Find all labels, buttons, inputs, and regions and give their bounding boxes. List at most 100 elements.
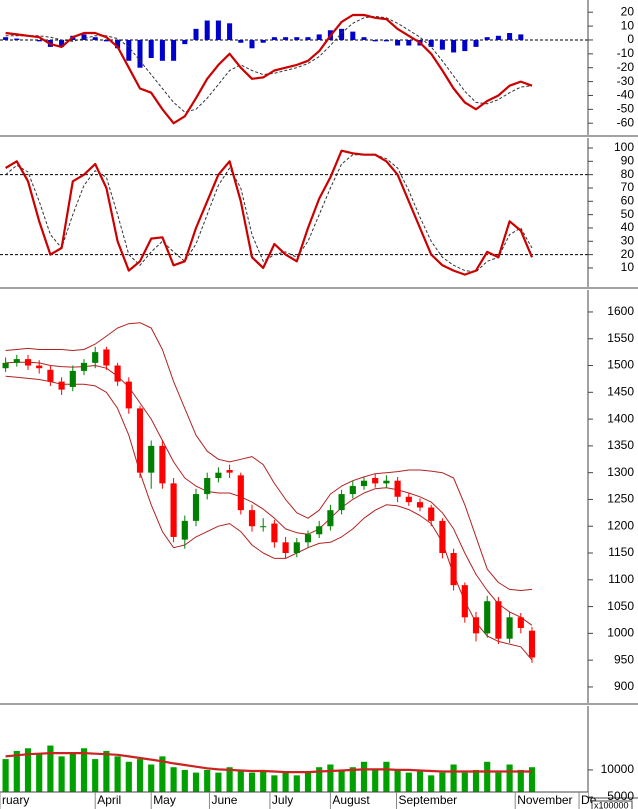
candle-body	[248, 510, 256, 527]
candle-body	[383, 480, 390, 484]
bar	[461, 772, 468, 797]
bar	[192, 772, 200, 797]
candle-body	[472, 617, 480, 634]
bar	[249, 39, 255, 49]
bar	[14, 38, 20, 40]
x-tick-label: ruary	[2, 793, 29, 807]
y-tick-label: 5000	[607, 789, 634, 803]
bar	[59, 39, 65, 47]
bar	[260, 39, 266, 43]
y-tick-label: 950	[614, 652, 634, 666]
bar	[294, 37, 300, 40]
bar	[416, 769, 424, 797]
bar	[148, 39, 154, 58]
bar	[193, 28, 199, 40]
bar	[361, 37, 367, 40]
bar	[305, 37, 311, 40]
bar	[115, 39, 121, 49]
candle-body	[428, 507, 435, 521]
bar	[159, 756, 166, 797]
bar	[36, 753, 43, 797]
bar	[350, 31, 356, 40]
candle-body	[125, 381, 132, 409]
candle-body	[24, 359, 32, 366]
bar	[394, 769, 401, 797]
line	[5, 752, 532, 774]
y-tick-label: 0	[627, 32, 634, 46]
bar	[3, 37, 9, 40]
bar	[69, 753, 76, 797]
bar	[439, 39, 445, 50]
candle-body	[327, 510, 334, 527]
y-tick-label: 50	[621, 207, 635, 221]
candle-body	[293, 542, 300, 554]
y-tick-label: 80	[621, 167, 635, 181]
bar	[338, 769, 345, 797]
candle-body	[282, 542, 289, 554]
y-tick-label: 1450	[607, 384, 634, 398]
candle-body	[271, 523, 278, 543]
bar	[80, 748, 88, 797]
bar	[2, 759, 9, 797]
bar	[473, 39, 479, 47]
bar	[383, 761, 390, 797]
bar	[528, 767, 536, 797]
y-tick-label: 20	[621, 4, 635, 18]
candle-body	[192, 494, 200, 521]
bar	[182, 39, 188, 45]
bar	[92, 37, 98, 40]
candle-body	[13, 359, 20, 363]
bar	[136, 759, 144, 797]
bar	[125, 761, 132, 797]
candle-body	[159, 445, 166, 484]
candle-body	[237, 475, 244, 511]
y-tick-label: 1100	[608, 572, 634, 586]
bar	[13, 750, 20, 797]
bar	[327, 764, 334, 797]
bar	[103, 39, 109, 42]
candle-body	[226, 469, 233, 473]
bar	[339, 28, 345, 40]
bar	[137, 39, 143, 68]
candle-body	[416, 502, 424, 508]
bar	[484, 761, 491, 797]
x-tick-label: September	[398, 793, 457, 807]
y-tick-label: 1500	[607, 358, 634, 372]
y-tick-label: 20	[621, 247, 635, 261]
y-tick-label: 1200	[607, 518, 634, 532]
bar	[406, 39, 412, 46]
bar	[462, 39, 468, 52]
candle-body	[260, 526, 267, 528]
bar	[428, 39, 434, 47]
candle-body	[495, 601, 502, 639]
y-tick-label: 10	[621, 260, 635, 274]
x-tick-label: April	[97, 793, 121, 807]
bar	[383, 39, 389, 42]
bar	[372, 39, 378, 42]
line	[5, 361, 533, 626]
bar	[349, 767, 356, 797]
bar	[114, 756, 121, 797]
y-tick-label: 1050	[607, 599, 634, 613]
y-tick-label: -40	[617, 88, 635, 102]
bar	[36, 39, 42, 42]
candle-body	[439, 520, 446, 554]
y-tick-label: 40	[621, 220, 635, 234]
y-tick-label: 1150	[608, 545, 634, 559]
bar	[439, 772, 446, 797]
bar	[304, 772, 312, 797]
bar	[260, 769, 267, 797]
candle-body	[92, 352, 99, 363]
bar	[293, 775, 300, 797]
line	[5, 13, 533, 125]
bar	[451, 39, 457, 53]
candle-body	[181, 520, 188, 540]
x-tick-label: July	[272, 793, 293, 807]
y-tick-label: 100	[614, 140, 634, 154]
candle-body	[506, 617, 513, 639]
bar	[372, 769, 379, 797]
candle-body	[316, 526, 323, 535]
